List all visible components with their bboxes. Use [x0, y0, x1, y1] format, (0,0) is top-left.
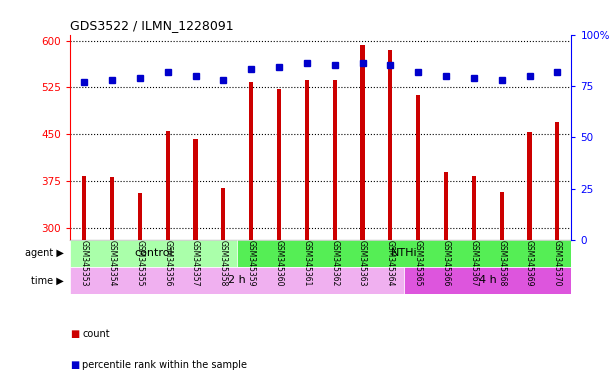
- Bar: [110, 177, 114, 240]
- Text: NTHi: NTHi: [391, 248, 417, 258]
- Text: GSM345357: GSM345357: [191, 240, 200, 286]
- Text: ■: ■: [70, 329, 79, 339]
- Bar: [555, 122, 560, 240]
- Bar: [70, 240, 237, 267]
- Text: GSM345370: GSM345370: [553, 240, 562, 286]
- Text: GDS3522 / ILMN_1228091: GDS3522 / ILMN_1228091: [70, 19, 234, 32]
- Text: GSM345366: GSM345366: [442, 240, 450, 286]
- Bar: [277, 89, 281, 240]
- Text: GSM345362: GSM345362: [330, 240, 339, 286]
- Bar: [360, 45, 365, 240]
- Text: GSM345359: GSM345359: [247, 240, 255, 286]
- Bar: [221, 188, 225, 240]
- Text: 4 h: 4 h: [479, 275, 497, 285]
- Bar: [472, 176, 476, 240]
- Bar: [500, 192, 504, 240]
- Bar: [194, 139, 197, 240]
- Bar: [249, 83, 254, 240]
- Text: ■: ■: [70, 360, 79, 370]
- Text: percentile rank within the sample: percentile rank within the sample: [82, 360, 247, 370]
- Text: 2 h: 2 h: [229, 275, 246, 285]
- Bar: [237, 240, 571, 267]
- Bar: [527, 132, 532, 240]
- Text: GSM345365: GSM345365: [414, 240, 423, 286]
- Bar: [137, 193, 142, 240]
- Text: GSM345368: GSM345368: [497, 240, 506, 286]
- Text: agent ▶: agent ▶: [25, 248, 64, 258]
- Text: GSM345361: GSM345361: [302, 240, 312, 286]
- Bar: [332, 80, 337, 240]
- Text: GSM345360: GSM345360: [274, 240, 284, 286]
- Text: GSM345356: GSM345356: [163, 240, 172, 286]
- Bar: [82, 176, 86, 240]
- Bar: [444, 172, 448, 240]
- Text: GSM345363: GSM345363: [358, 240, 367, 286]
- Bar: [70, 267, 404, 294]
- Text: GSM345353: GSM345353: [79, 240, 89, 286]
- Text: GSM345355: GSM345355: [136, 240, 144, 286]
- Bar: [404, 267, 571, 294]
- Text: GSM345367: GSM345367: [469, 240, 478, 286]
- Text: GSM345354: GSM345354: [108, 240, 117, 286]
- Text: GSM345364: GSM345364: [386, 240, 395, 286]
- Text: count: count: [82, 329, 110, 339]
- Text: control: control: [134, 248, 173, 258]
- Bar: [166, 131, 170, 240]
- Text: GSM345369: GSM345369: [525, 240, 534, 286]
- Text: GSM345358: GSM345358: [219, 240, 228, 286]
- Bar: [305, 80, 309, 240]
- Bar: [416, 95, 420, 240]
- Text: time ▶: time ▶: [31, 275, 64, 285]
- Bar: [388, 50, 392, 240]
